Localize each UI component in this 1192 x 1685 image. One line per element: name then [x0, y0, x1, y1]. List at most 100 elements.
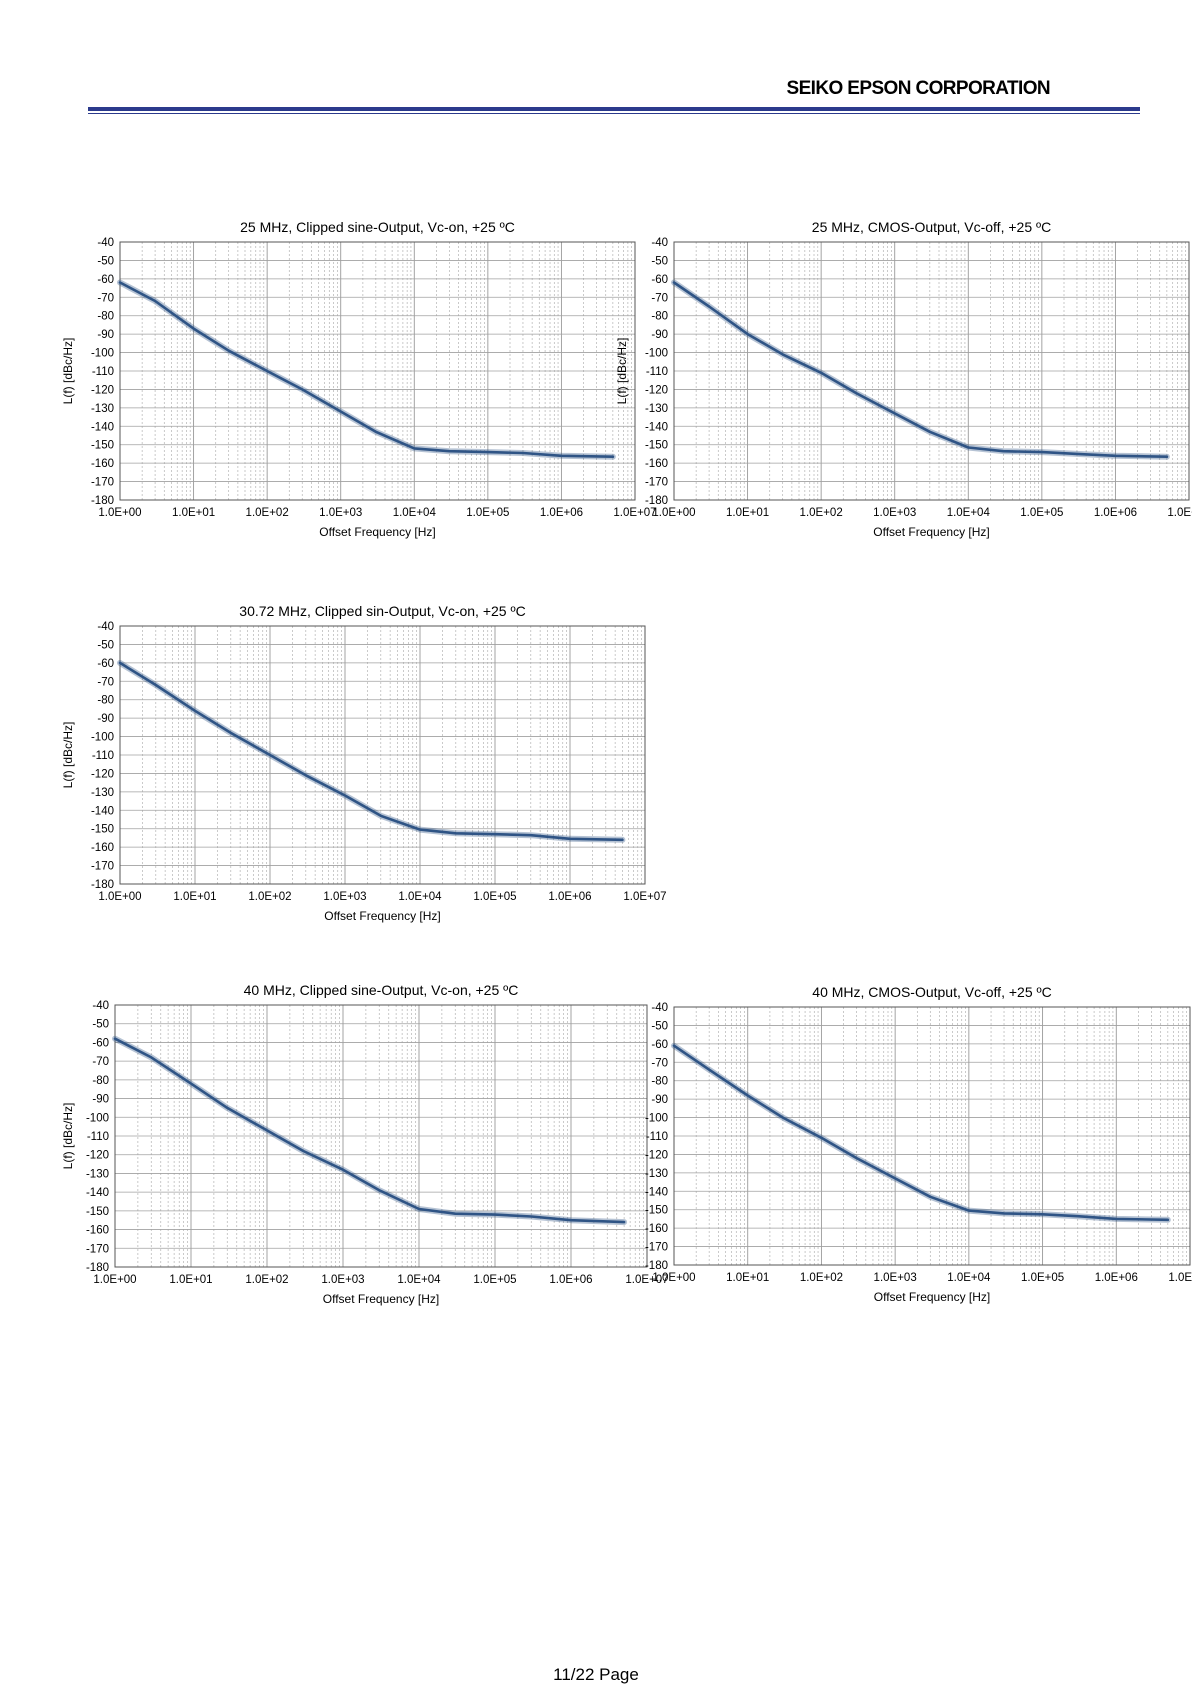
y-tick-label: -40	[92, 1000, 109, 1012]
x-axis-label: Offset Frequency [Hz]	[874, 1290, 991, 1304]
x-tick-label: 1.0E+04	[398, 891, 442, 903]
chart-title: 40 MHz, Clipped sine-Output, Vc-on, +25 …	[244, 982, 519, 998]
y-tick-label: -110	[92, 750, 114, 762]
y-tick-label: -160	[91, 458, 114, 470]
x-tick-label: 1.0E+02	[248, 891, 291, 903]
chart-svg: 30.72 MHz, Clipped sin-Output, Vc-on, +2…	[61, 603, 667, 923]
x-tick-label: 1.0E+00	[652, 1272, 695, 1284]
chart-svg: 25 MHz, CMOS-Output, Vc-off, +25 ºC -40 -5…	[615, 219, 1192, 539]
chart-svg: 40 MHz, CMOS-Output, Vc-off, +25 ºC -40 -5…	[645, 984, 1192, 1304]
y-tick-label: -120	[645, 1149, 668, 1161]
y-tick-label: -70	[97, 676, 114, 688]
y-tick-label: -130	[91, 787, 114, 799]
y-tick-label: -110	[646, 366, 668, 378]
y-tick-label: -90	[651, 1094, 668, 1106]
y-tick-label: -130	[86, 1168, 109, 1180]
x-tick-label: 1.0E+02	[245, 1274, 288, 1286]
x-tick-label: 1.0E+01	[172, 507, 215, 519]
y-axis-label: L(f) [dBc/Hz]	[61, 1103, 75, 1170]
y-tick-label: -100	[645, 1113, 668, 1125]
y-tick-label: -170	[91, 477, 114, 489]
x-tick-label: 1.0E+05	[473, 1274, 516, 1286]
y-tick-label: -160	[645, 458, 668, 470]
y-tick-label: -50	[651, 255, 668, 267]
plot-frame	[673, 1006, 1191, 1266]
y-tick-label: -60	[651, 274, 668, 286]
y-axis-label: L(f) [dBc/Hz]	[615, 338, 629, 405]
y-tick-label: -60	[97, 274, 114, 286]
x-tick-label: 1.0E+05	[473, 891, 516, 903]
x-tick-label: 1.0E+00	[98, 507, 141, 519]
y-tick-label: -70	[92, 1056, 109, 1068]
y-axis-label: L(f) [dBc/Hz]	[61, 338, 75, 405]
chart-panel-2: 25 MHz, CMOS-Output, Vc-off, +25 ºC -40 -5…	[614, 212, 1192, 542]
y-tick-label: -80	[651, 1076, 668, 1088]
y-tick-label: -180	[91, 879, 114, 891]
y-tick-label: -100	[86, 1112, 109, 1124]
chart-panel-4: 40 MHz, Clipped sine-Output, Vc-on, +25 …	[60, 975, 669, 1306]
y-tick-label: -110	[646, 1131, 668, 1143]
chart-title: 40 MHz, CMOS-Output, Vc-off, +25 ºC	[812, 984, 1051, 1000]
x-tick-label: 1.0E+05	[1021, 1272, 1064, 1284]
y-tick-label: -80	[92, 1075, 109, 1087]
y-tick-label: -110	[87, 1131, 109, 1143]
y-tick-label: -60	[651, 1039, 668, 1051]
x-tick-label: 1.0E+00	[652, 507, 695, 519]
y-tick-label: -70	[97, 292, 114, 304]
plot-frame	[114, 1004, 648, 1268]
y-tick-label: -150	[91, 824, 114, 836]
y-tick-label: -160	[86, 1225, 109, 1237]
company-name: SEIKO EPSON CORPORATION	[786, 78, 1051, 99]
y-tick-label: -60	[97, 658, 114, 670]
y-tick-label: -80	[651, 311, 668, 323]
x-tick-label: 1.0E+00	[98, 891, 141, 903]
x-tick-label: 1.0E+06	[1094, 507, 1137, 519]
y-tick-label: -90	[97, 329, 114, 341]
x-tick-label: 1.0E+07	[613, 507, 656, 519]
page-number: 11/22 Page	[553, 1665, 639, 1684]
y-tick-label: -170	[86, 1243, 109, 1255]
y-tick-label: -130	[645, 1168, 668, 1180]
y-tick-label: -150	[86, 1206, 109, 1218]
y-tick-label: -140	[645, 1186, 668, 1198]
x-tick-label: 1.0E+07	[1168, 1272, 1192, 1284]
chart-title: 25 MHz, CMOS-Output, Vc-off, +25 ºC	[812, 219, 1051, 235]
y-tick-label: -90	[97, 713, 114, 725]
y-tick-label: -40	[97, 621, 114, 633]
y-tick-label: -100	[645, 348, 668, 360]
header-rule-thick	[88, 107, 1140, 111]
y-tick-label: -50	[97, 639, 114, 651]
y-tick-label: -90	[92, 1094, 109, 1106]
y-tick-label: -50	[651, 1020, 668, 1032]
x-axis-label: Offset Frequency [Hz]	[319, 525, 436, 539]
chart-panel-5: 40 MHz, CMOS-Output, Vc-off, +25 ºC -40 -5…	[614, 977, 1192, 1307]
x-tick-label: 1.0E+03	[873, 507, 916, 519]
header-rule-thin	[88, 113, 1140, 114]
y-tick-label: -180	[86, 1262, 109, 1274]
x-tick-label: 1.0E+05	[1020, 507, 1063, 519]
x-tick-label: 1.0E+02	[800, 1272, 843, 1284]
x-tick-label: 1.0E+07	[625, 1274, 668, 1286]
y-tick-label: -160	[91, 842, 114, 854]
y-tick-label: -120	[91, 384, 114, 396]
x-tick-label: 1.0E+01	[726, 507, 769, 519]
y-tick-label: -150	[91, 440, 114, 452]
x-tick-label: 1.0E+04	[393, 507, 437, 519]
chart-panel-3: 30.72 MHz, Clipped sin-Output, Vc-on, +2…	[60, 596, 667, 926]
y-tick-label: -180	[645, 495, 668, 507]
x-tick-label: 1.0E+04	[397, 1274, 441, 1286]
y-tick-label: -140	[86, 1187, 109, 1199]
y-tick-label: -160	[645, 1223, 668, 1235]
x-tick-label: 1.0E+06	[1095, 1272, 1138, 1284]
plot-frame	[119, 241, 636, 501]
y-tick-label: -40	[651, 1002, 668, 1014]
y-tick-label: -80	[97, 311, 114, 323]
x-tick-label: 1.0E+03	[874, 1272, 917, 1284]
x-tick-label: 1.0E+06	[548, 891, 591, 903]
x-tick-label: 1.0E+02	[800, 507, 843, 519]
y-tick-label: -40	[651, 237, 668, 249]
x-tick-label: 1.0E+00	[93, 1274, 136, 1286]
x-axis-label: Offset Frequency [Hz]	[323, 1292, 440, 1306]
chart-title: 30.72 MHz, Clipped sin-Output, Vc-on, +2…	[239, 603, 525, 619]
y-tick-label: -180	[91, 495, 114, 507]
